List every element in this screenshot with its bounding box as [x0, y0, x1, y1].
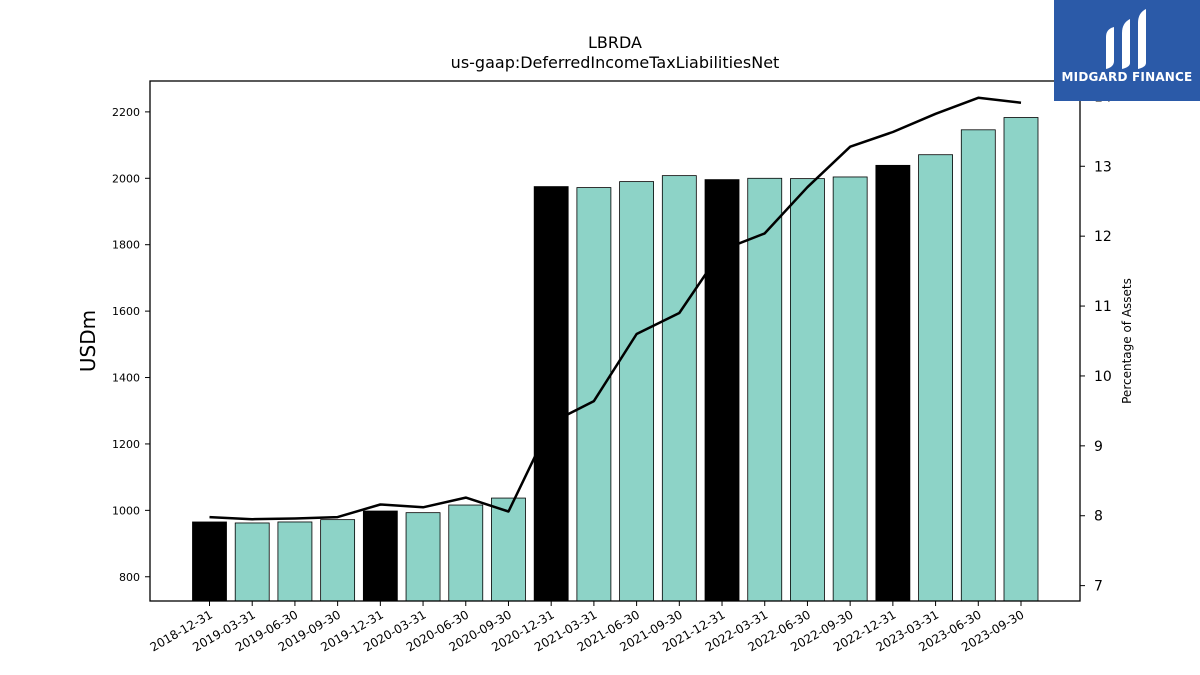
bar-2022-03-31	[747, 177, 783, 602]
bar-2023-06-30	[960, 129, 996, 602]
brand-name: MIDGARD FINANCE	[1061, 70, 1193, 84]
y2-tick-label: 13	[1094, 159, 1112, 175]
bar-2023-09-30	[1003, 117, 1039, 602]
chart-subtitle: us-gaap:DeferredIncomeTaxLiabilitiesNet	[451, 53, 780, 72]
x-axis-ticks: 2018-12-312019-03-312019-06-302019-09-30…	[148, 601, 1027, 654]
bar-2019-09-30	[320, 519, 356, 602]
y2-axis-ticks: 7891011121314	[1080, 89, 1112, 595]
y-tick-label: 2000	[112, 172, 140, 185]
brand-logo: MIDGARD FINANCE	[1054, 0, 1200, 101]
bar-2019-03-31	[234, 522, 270, 602]
bar-2021-12-31	[704, 179, 740, 602]
bar-2019-12-31	[362, 510, 398, 602]
bar-2023-03-31	[918, 154, 953, 602]
bar-2020-12-31	[533, 186, 569, 602]
bar-2021-06-30	[619, 181, 655, 602]
y-tick-label: 800	[119, 571, 140, 584]
y2-tick-label: 10	[1094, 369, 1112, 385]
bar-2020-03-31	[405, 512, 441, 602]
y-tick-label: 1000	[112, 504, 140, 517]
y2-axis-label: Percentage of Assets	[1120, 278, 1134, 404]
midgard-m-icon	[1106, 9, 1146, 69]
y-axis-ticks: 800 1000 1200 1400 1600 1800 2000 2200	[112, 106, 150, 584]
bar-2022-06-30	[790, 178, 825, 602]
percentage-of-assets-line	[209, 96, 1022, 521]
y-tick-label: 1200	[112, 438, 140, 451]
bar-2020-09-30	[491, 497, 526, 602]
y-tick-label: 1600	[112, 305, 140, 318]
y2-tick-label: 8	[1094, 509, 1103, 525]
bar-2022-12-31	[875, 164, 911, 602]
bar-2018-12-31	[192, 521, 227, 602]
bars-group	[192, 117, 1039, 602]
y2-tick-label: 9	[1094, 439, 1103, 455]
y-tick-label: 1400	[112, 372, 140, 385]
bar-2022-09-30	[832, 176, 868, 602]
chart-title: LBRDA	[588, 33, 642, 52]
y-tick-label: 2200	[112, 106, 140, 119]
line-group	[209, 96, 1022, 521]
bar-2021-03-31	[576, 187, 612, 602]
y2-tick-label: 7	[1094, 579, 1103, 595]
bar-2021-09-30	[661, 175, 697, 602]
y-tick-label: 1800	[112, 239, 140, 252]
bar-2019-06-30	[277, 521, 313, 602]
plot-frame	[149, 80, 1081, 602]
bar-2020-06-30	[448, 504, 484, 602]
y-axis-label: USDm	[76, 310, 100, 372]
y2-tick-label: 12	[1094, 229, 1112, 245]
y2-tick-label: 11	[1094, 299, 1112, 315]
